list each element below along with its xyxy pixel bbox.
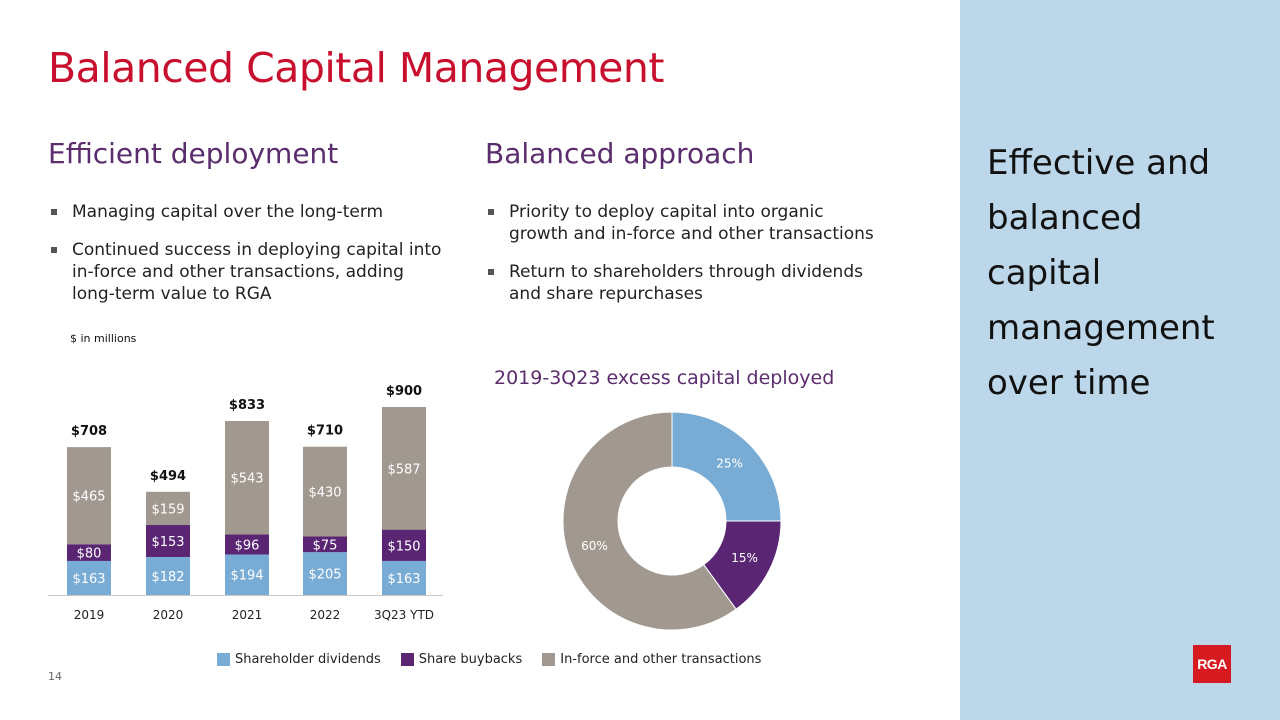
- page-title: Balanced Capital Management: [48, 44, 664, 92]
- bar-total-label: $708: [71, 424, 107, 439]
- bar-label-buybacks: $96: [235, 538, 260, 553]
- bar-dividends-2021: [225, 554, 269, 595]
- right-bullets: Priority to deploy capital into organic …: [485, 201, 875, 321]
- bar-total-label: $900: [386, 384, 422, 399]
- bar-total-label: $494: [150, 469, 186, 484]
- bar-inforce-2022: [303, 446, 347, 537]
- bar-dividends-3q23-ytd: [382, 560, 426, 595]
- bar-label-inforce: $465: [72, 490, 105, 505]
- donut-slice-inforce: [562, 411, 737, 631]
- bar-buybacks-2019: [67, 544, 111, 561]
- bar-dividends-2020: [146, 556, 190, 595]
- bar-label-inforce: $430: [308, 486, 341, 501]
- bar-buybacks-2022: [303, 536, 347, 553]
- legend-label-inforce: In-force and other transactions: [560, 652, 762, 667]
- left-bullet-2: Continued success in deploying capital i…: [48, 239, 448, 305]
- left-bullet-1: Managing capital over the long-term: [48, 201, 448, 223]
- legend-item-inforce: In-force and other transactions: [542, 652, 761, 667]
- bar-buybacks-2020: [146, 525, 190, 557]
- bar-label-inforce: $159: [151, 502, 184, 517]
- x-tick-label: 2021: [232, 608, 263, 622]
- sidebar-message: Effective and balanced capital managemen…: [987, 143, 1215, 403]
- bar-label-buybacks: $150: [387, 539, 420, 554]
- bar-buybacks-2021: [225, 534, 269, 555]
- legend-swatch-inforce: [542, 653, 556, 666]
- legend-label-buybacks: Share buybacks: [418, 652, 523, 667]
- donut-label-buybacks: 15%: [731, 551, 758, 565]
- bar-label-buybacks: $80: [77, 547, 102, 562]
- right-bullet-1: Priority to deploy capital into organic …: [485, 201, 875, 245]
- x-tick-label: 2019: [74, 608, 105, 622]
- bar-inforce-2019: [67, 447, 111, 545]
- bar-buybacks-3q23-ytd: [382, 529, 426, 561]
- chart-unit-label: $ in millions: [70, 332, 137, 345]
- legend-item-buybacks: Share buybacks: [400, 652, 523, 667]
- rga-logo: RGA: [1193, 645, 1231, 683]
- chart-legend: Shareholder dividends Share buybacks In-…: [217, 652, 781, 667]
- left-heading: Efficient deployment: [48, 137, 339, 170]
- bar-label-inforce: $543: [230, 472, 263, 487]
- x-tick-label: 2022: [310, 608, 341, 622]
- right-heading: Balanced approach: [485, 137, 755, 170]
- capital-deployment-bar-chart: $163 $80 $465 $708 2019 $182 $153 $159 $494 2020 $…: [48, 384, 443, 622]
- bar-inforce-2020: [146, 491, 190, 526]
- x-tick-label: 2020: [153, 608, 184, 622]
- donut-title: 2019-3Q23 excess capital deployed: [494, 367, 835, 389]
- right-bullet-2: Return to shareholders through dividends…: [485, 261, 875, 305]
- bar-inforce-2021: [225, 420, 269, 535]
- donut-label-dividends: 25%: [716, 456, 743, 470]
- bar-label-buybacks: $75: [313, 538, 338, 553]
- bar-dividends-2019: [67, 560, 111, 595]
- bar-total-label: $833: [229, 398, 265, 413]
- bar-dividends-2022: [303, 552, 347, 595]
- page-number: 14: [48, 670, 62, 683]
- bar-label-dividends: $163: [387, 572, 420, 587]
- bar-total-label: $710: [307, 424, 343, 439]
- bar-label-dividends: $194: [230, 569, 263, 584]
- bar-label-inforce: $587: [387, 462, 420, 477]
- legend-swatch-dividends: [217, 653, 230, 666]
- bar-label-dividends: $205: [308, 568, 341, 583]
- x-tick-label: 3Q23 YTD: [374, 608, 434, 622]
- bar-inforce-3q23-ytd: [382, 407, 426, 530]
- bar-label-dividends: $163: [72, 572, 105, 587]
- donut-label-inforce: 60%: [581, 539, 608, 553]
- excess-capital-donut-chart: 25% 15% 60%: [562, 411, 782, 631]
- bar-label-dividends: $182: [151, 570, 184, 585]
- legend-label-dividends: Shareholder dividends: [235, 652, 381, 667]
- sidebar: Effective and balanced capital managemen…: [960, 0, 1280, 720]
- donut-slice-dividends: [671, 411, 782, 522]
- legend-item-dividends: Shareholder dividends: [217, 652, 381, 667]
- bar-label-buybacks: $153: [151, 535, 184, 550]
- left-bullets: Managing capital over the long-term Cont…: [48, 201, 448, 321]
- legend-swatch-buybacks: [400, 653, 414, 666]
